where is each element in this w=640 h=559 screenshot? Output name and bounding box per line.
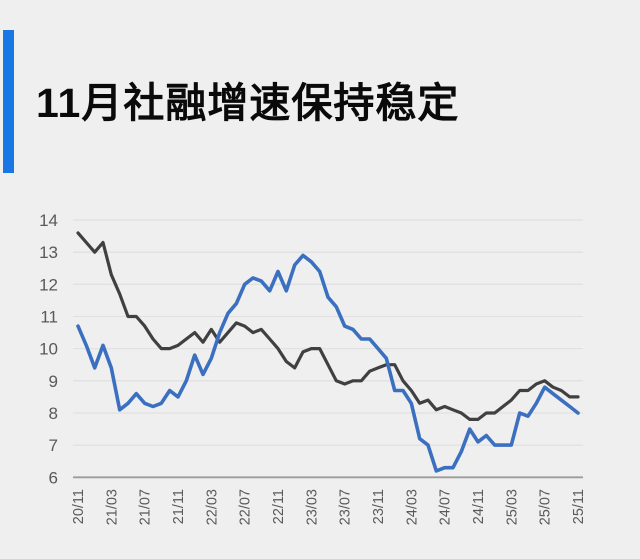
x-tick-label: 25/07 [538,489,554,525]
x-tick-label: 23/07 [338,489,354,525]
x-tick-label: 21/11 [171,489,187,524]
x-tick-label: 21/07 [138,489,154,525]
x-tick-label: 24/11 [471,489,487,524]
x-tick-label: 24/07 [438,489,454,525]
x-tick-label: 22/03 [204,489,220,525]
x-tick-label: 25/03 [504,489,520,525]
page-title: 11月社融增速保持稳定 [36,80,460,126]
x-tick-label: 24/03 [404,489,420,525]
y-tick-label: 10 [39,340,58,359]
x-tick-label: 23/11 [371,489,387,524]
dark-series-line [76,231,580,421]
x-tick-label: 25/11 [571,489,587,524]
x-tick-label: 21/03 [104,489,120,525]
y-tick-label: 14 [39,211,58,230]
title-accent-bar [3,30,14,173]
x-tick-label: 22/11 [271,489,287,524]
x-tick-label: 23/03 [304,489,320,525]
y-tick-label: 7 [49,436,58,455]
y-tick-label: 9 [49,372,58,391]
y-tick-label: 11 [40,308,58,327]
blue-series-line [76,253,580,473]
x-tick-label: 20/11 [71,489,87,524]
x-tick-label: 22/07 [238,489,254,525]
y-tick-label: 13 [39,243,58,262]
y-tick-label: 8 [49,404,58,423]
y-tick-label: 12 [39,275,58,294]
y-tick-label: 6 [49,468,58,487]
